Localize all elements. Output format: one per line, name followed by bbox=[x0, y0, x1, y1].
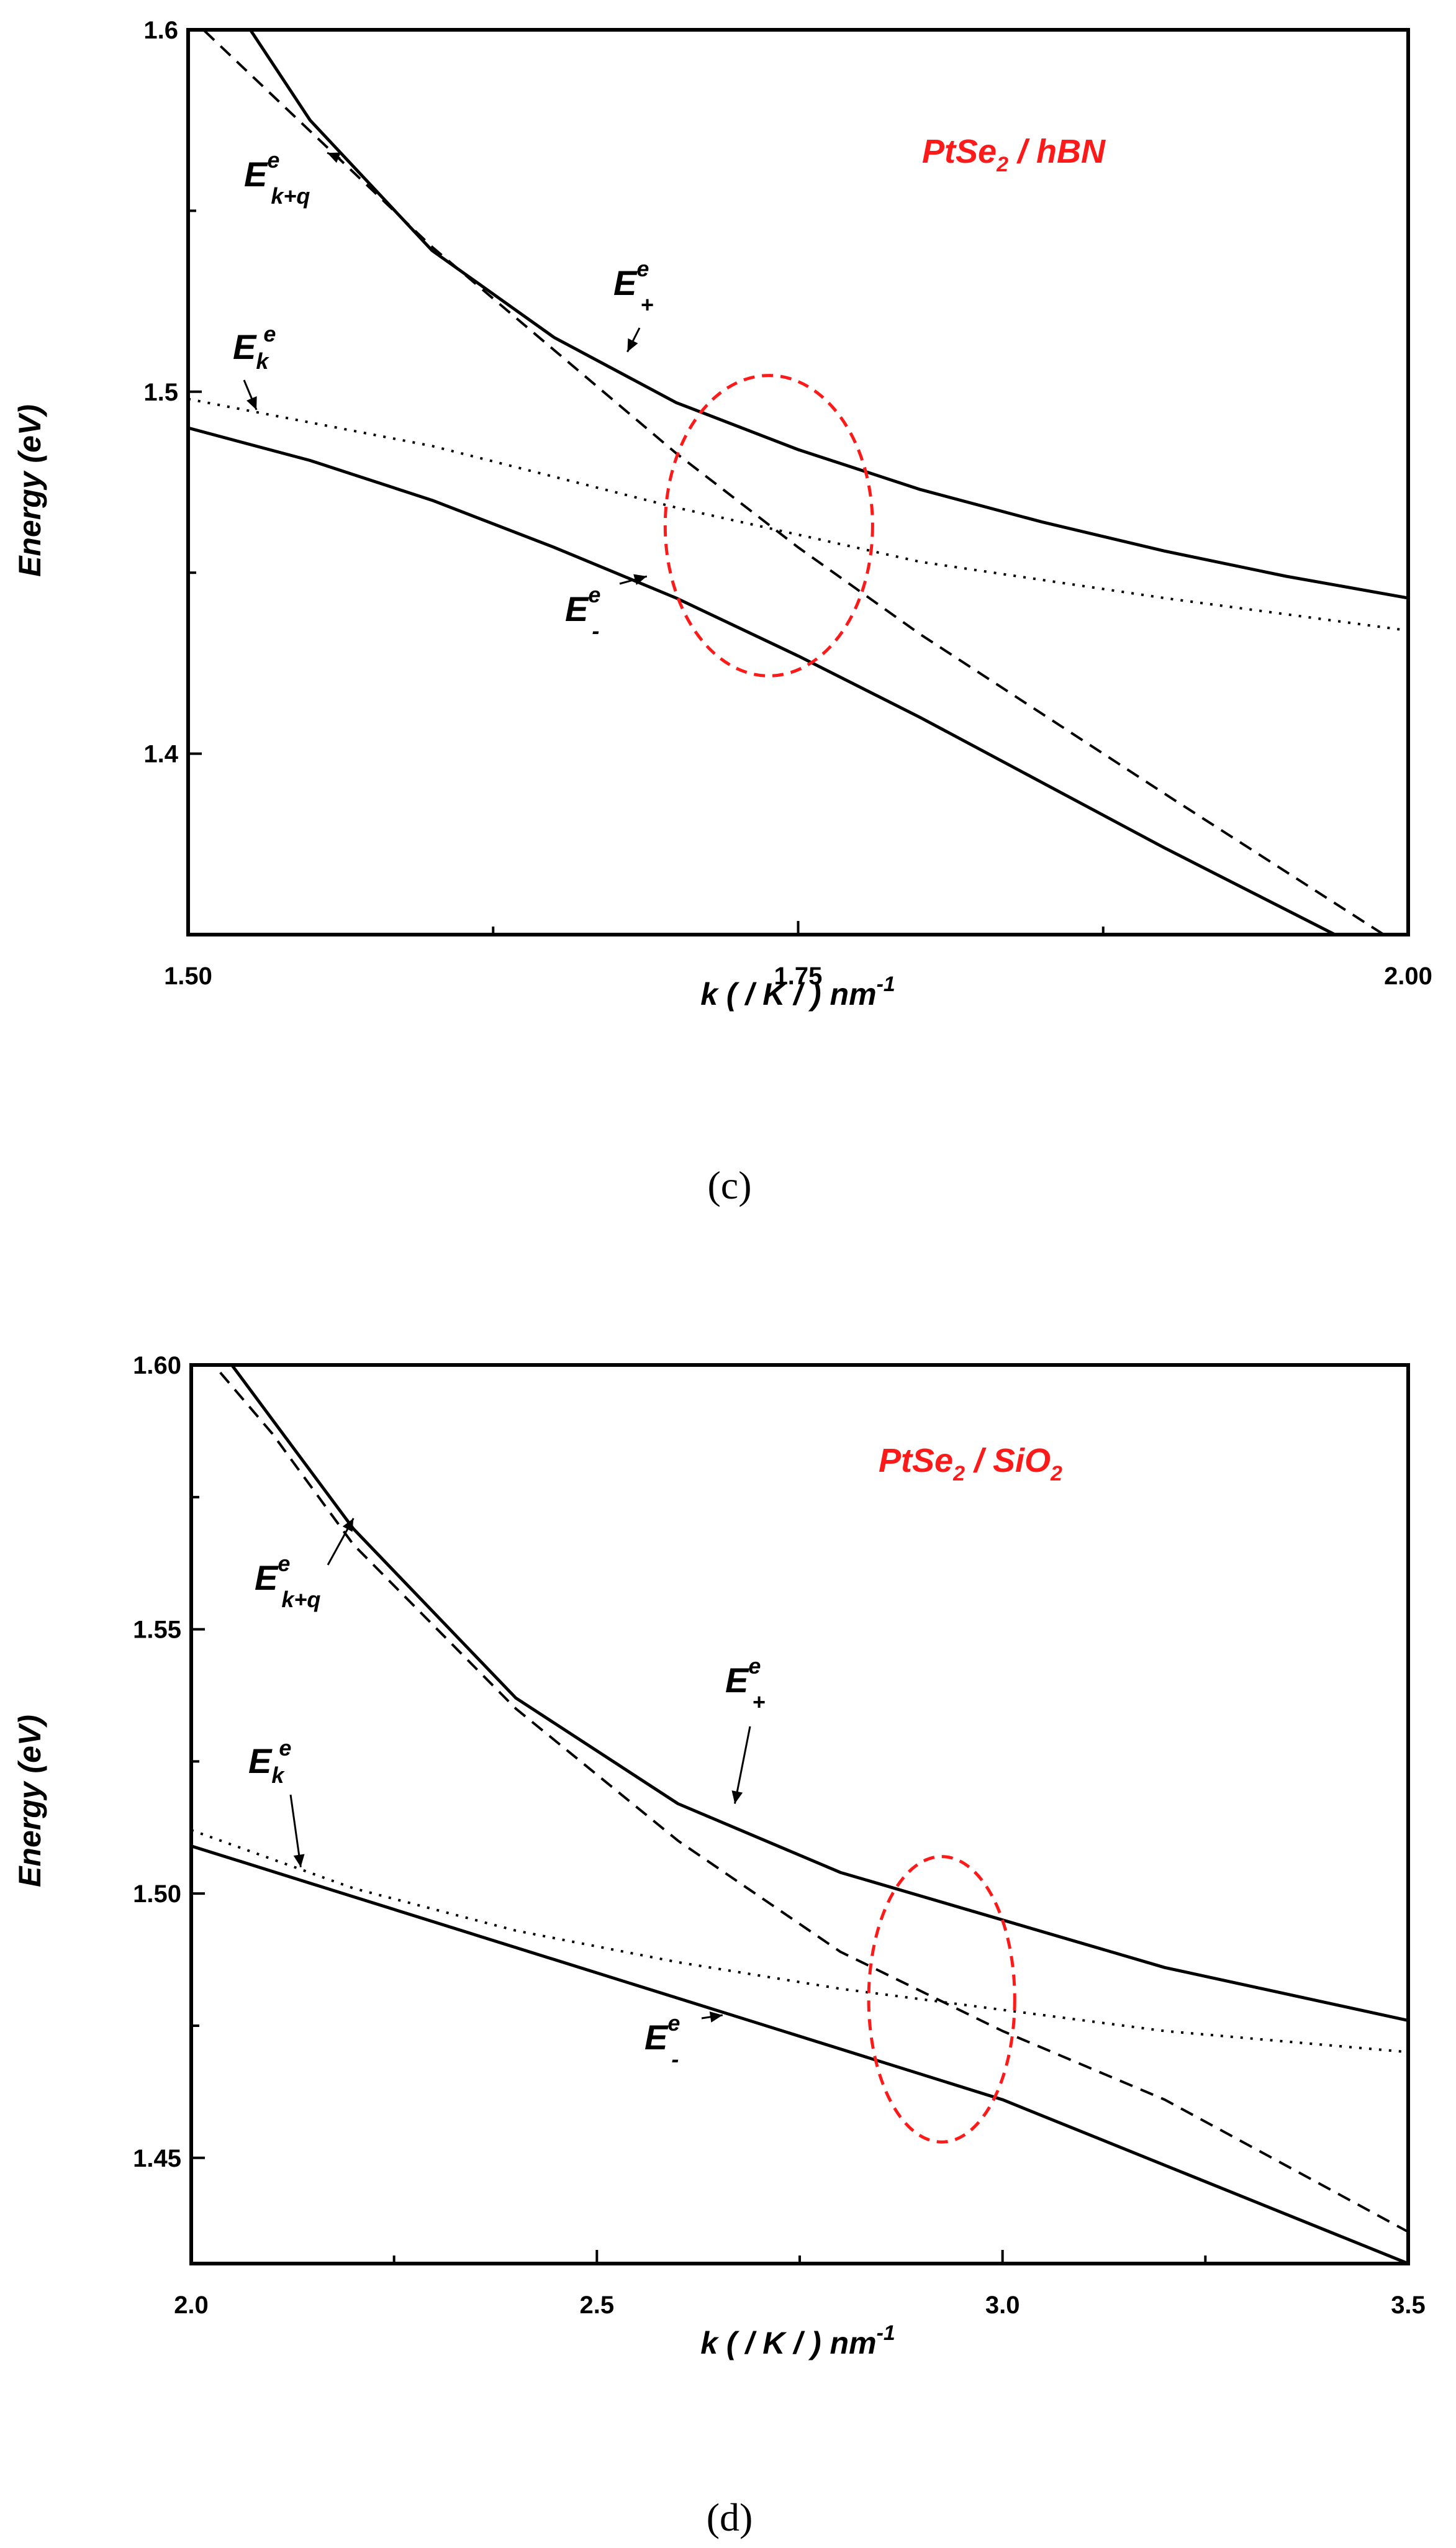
curve-label: Ee k+q bbox=[244, 147, 310, 209]
curve-label: Eke bbox=[233, 321, 276, 374]
annotation-arrowhead bbox=[633, 574, 647, 585]
panel-caption: (d) bbox=[707, 2495, 753, 2539]
annotation-arrow bbox=[733, 1726, 751, 1804]
curve-label: Ee + bbox=[613, 256, 653, 317]
panel-caption: (c) bbox=[707, 1163, 751, 1207]
x-tick-label: 1.50 bbox=[164, 963, 212, 990]
curve-label: Ee + bbox=[725, 1653, 765, 1715]
annotation-arrowhead bbox=[731, 1790, 743, 1804]
chart-panel-d: 2.0 2.5 3.0 3.5 1.45 1.50 1.55 1.60 k ( / K / ) … bbox=[12, 1352, 1426, 2539]
curve-label: Ee - bbox=[565, 582, 600, 643]
y-axis-title: Energy (eV) bbox=[12, 404, 47, 577]
annotation-arrowhead bbox=[293, 1854, 305, 1867]
series-line-dotted-2 bbox=[191, 1829, 1408, 2054]
series-line-dotted-2 bbox=[188, 397, 1408, 632]
annotation-arrowhead bbox=[627, 338, 638, 352]
chart-panel-c: 1.50 1.75 2.00 1.4 1.5 1.6 k ( / K / ) nm-1 Ene… bbox=[12, 17, 1432, 1207]
plot-frame bbox=[186, 28, 1410, 936]
x-tick-label: 2.00 bbox=[1384, 963, 1432, 990]
x-tick-label: 2.5 bbox=[580, 2292, 615, 2319]
annotation-arrowhead bbox=[709, 2011, 723, 2023]
y-tick-label: 1.50 bbox=[133, 1880, 181, 1908]
series-line-solid-3 bbox=[191, 1844, 1408, 2264]
highlight-ellipse bbox=[663, 374, 874, 678]
plot-frame bbox=[189, 1363, 1410, 2265]
series-line-solid-0 bbox=[248, 30, 1408, 600]
x-tick-label: 3.5 bbox=[1391, 2292, 1426, 2319]
chart-title: PtSe2 / hBN bbox=[922, 133, 1106, 176]
series-line-solid-3 bbox=[188, 426, 1336, 935]
annotation-arrowhead bbox=[342, 1518, 354, 1532]
x-tick-label: 1.75 bbox=[774, 963, 823, 990]
x-axis-title: k ( / K / ) nm-1 bbox=[700, 973, 895, 1012]
y-tick-label: 1.6 bbox=[143, 17, 178, 44]
y-tick-label: 1.5 bbox=[143, 379, 178, 406]
y-tick-label: 1.55 bbox=[133, 1616, 181, 1644]
x-tick-label: 3.0 bbox=[985, 2292, 1020, 2319]
chart-title: PtSe2 / SiO2 bbox=[879, 1442, 1062, 1485]
curve-label: Ee - bbox=[644, 2010, 680, 2072]
curve-label: Ee k+q bbox=[255, 1551, 320, 1612]
x-axis-title: k ( / K / ) nm-1 bbox=[700, 2321, 895, 2360]
y-axis-title: Energy (eV) bbox=[12, 1715, 47, 1887]
series-line-solid-0 bbox=[230, 1365, 1408, 2022]
y-tick-label: 1.4 bbox=[143, 741, 178, 768]
y-tick-label: 1.60 bbox=[133, 1352, 181, 1379]
series-line-dashed-1 bbox=[201, 30, 1385, 935]
series-line-dashed-1 bbox=[212, 1365, 1408, 2233]
x-tick-label: 2.0 bbox=[174, 2292, 209, 2319]
curve-label: Eke bbox=[248, 1735, 291, 1788]
highlight-ellipse bbox=[867, 1855, 1016, 2144]
annotation-arrowhead bbox=[327, 152, 341, 163]
annotation-arrowhead bbox=[246, 396, 257, 410]
y-tick-label: 1.45 bbox=[133, 2145, 181, 2172]
